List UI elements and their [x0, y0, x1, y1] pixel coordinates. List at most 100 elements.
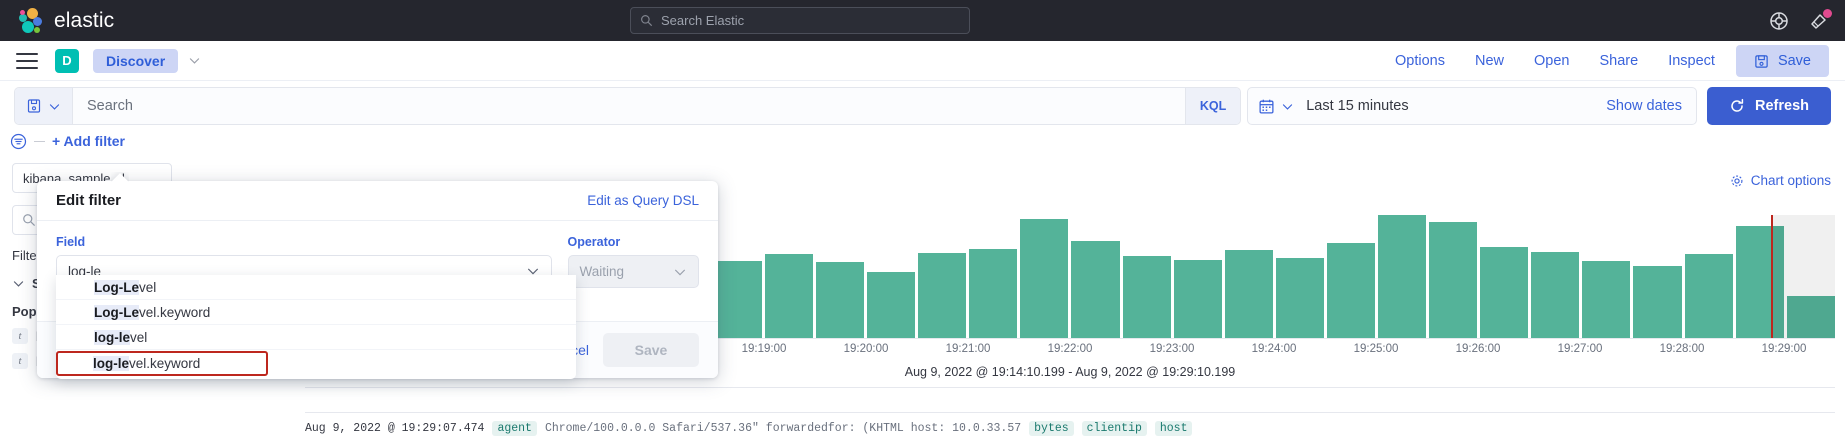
x-axis-tick-label: 19:23:00: [1149, 343, 1195, 355]
chart-time-range-label: Aug 9, 2022 @ 19:14:10.199 - Aug 9, 2022…: [904, 365, 1236, 379]
date-range-text[interactable]: Last 15 minutes: [1306, 98, 1409, 114]
nav-save-button[interactable]: Save: [1735, 45, 1829, 77]
date-quick-select-button[interactable]: [1258, 98, 1306, 115]
elastic-logo[interactable]: elastic: [18, 7, 114, 34]
refresh-icon: [1731, 98, 1744, 112]
operator-select[interactable]: Waiting: [567, 255, 699, 288]
chevron-down-icon[interactable]: [673, 265, 687, 279]
bar[interactable]: [1633, 266, 1682, 338]
global-search-placeholder: Search Elastic: [661, 13, 745, 28]
breadcrumb-discover[interactable]: Discover: [93, 48, 179, 73]
field-option[interactable]: log-le vel: [56, 325, 576, 350]
bar[interactable]: [1326, 243, 1375, 338]
bar[interactable]: [1173, 259, 1222, 338]
global-search-input[interactable]: Search Elastic: [630, 7, 970, 34]
bar[interactable]: [764, 254, 813, 338]
bar[interactable]: [1684, 254, 1733, 338]
refresh-label: Refresh: [1755, 98, 1809, 114]
table-row[interactable]: Aug 9, 2022 @ 19:29:07.474 agent Chrome/…: [305, 413, 1835, 443]
popover-body: Field log-le Log-Le vel Log-Le vel.keyword l…: [37, 221, 718, 379]
bar[interactable]: [1275, 258, 1324, 338]
field-combobox-value: log-le: [68, 263, 102, 279]
chevron-down-icon[interactable]: [526, 264, 540, 278]
save-filter-button[interactable]: Save: [603, 333, 699, 367]
string-type-icon: t: [12, 328, 28, 344]
menu-icon[interactable]: [16, 52, 38, 69]
doc-field-chip: agent: [492, 420, 537, 436]
now-marker: [1770, 215, 1773, 338]
filter-bar: + Add filter: [0, 128, 1845, 154]
calendar-icon: [1259, 99, 1274, 114]
notification-badge: [1823, 8, 1832, 18]
field-option[interactable]: Log-Le vel.keyword: [56, 300, 576, 325]
bar[interactable]: [1582, 260, 1631, 338]
query-input-wrapper[interactable]: Search KQL: [14, 87, 1242, 125]
page-scrollbar[interactable]: [1837, 41, 1845, 443]
bar[interactable]: [918, 252, 967, 338]
doc-detail-text: Chrome/100.0.0.0 Safari/537.36" forwarde…: [544, 421, 1022, 435]
nav-inspect-button[interactable]: Inspect: [1668, 53, 1715, 69]
elastic-logo-icon: [18, 7, 44, 34]
edit-as-query-dsl-link[interactable]: Edit as Query DSL: [587, 193, 699, 208]
refresh-button[interactable]: Refresh: [1707, 87, 1831, 125]
field-option-match: Log-Le: [94, 304, 139, 320]
nav-open-button[interactable]: Open: [1534, 53, 1570, 69]
help-icon[interactable]: [1769, 11, 1789, 31]
filter-divider: [34, 140, 45, 142]
query-input[interactable]: Search: [87, 98, 133, 114]
field-options-list[interactable]: Log-Le vel Log-Le vel.keyword log-le vel log-l…: [56, 275, 576, 379]
field-option-rest: vel: [139, 279, 157, 295]
nav-new-button[interactable]: New: [1474, 53, 1504, 69]
global-header: elastic Search Elastic: [0, 0, 1845, 41]
announcement-icon[interactable]: [1809, 8, 1832, 31]
popover-header: Edit filter Edit as Query DSL: [37, 181, 718, 221]
bar[interactable]: [1224, 250, 1273, 338]
field-option[interactable]: Log-Le vel: [56, 275, 576, 300]
bar[interactable]: [1377, 215, 1427, 338]
doc-field-chip: bytes: [1029, 420, 1074, 436]
field-option-match: Log-Le: [94, 279, 139, 295]
bar[interactable]: [1020, 219, 1069, 338]
saved-query-button[interactable]: [15, 88, 73, 124]
save-icon: [1755, 54, 1768, 68]
space-avatar[interactable]: D: [55, 48, 79, 73]
operator-label: Operator: [567, 235, 621, 249]
bar[interactable]: [713, 260, 762, 338]
bar[interactable]: [1071, 240, 1120, 338]
bar[interactable]: [1786, 296, 1835, 338]
field-option-match: log-le: [94, 329, 130, 345]
chevron-down-icon[interactable]: [188, 54, 201, 67]
show-dates-button[interactable]: Show dates: [1606, 98, 1682, 114]
chart-options-label: Chart options: [1750, 173, 1831, 188]
x-axis-tick-label: 19:25:00: [1353, 343, 1399, 355]
chart-options-button[interactable]: Chart options: [1730, 173, 1831, 188]
bar[interactable]: [815, 262, 865, 338]
x-axis-line: [305, 338, 1835, 339]
doc-timestamp: Aug 9, 2022 @ 19:29:07.474: [305, 421, 485, 435]
bar[interactable]: [1531, 251, 1580, 338]
bar[interactable]: [1122, 255, 1171, 338]
now-shade: [1770, 215, 1835, 338]
field-option-rest: vel: [130, 329, 148, 345]
field-option[interactable]: log-le vel.keyword: [56, 351, 268, 376]
x-axis-tick-label: 19:28:00: [1659, 343, 1705, 355]
query-language-button[interactable]: KQL: [1184, 88, 1241, 124]
add-filter-button[interactable]: + Add filter: [52, 133, 125, 149]
documents-table-header: [305, 387, 1835, 413]
chevron-down-icon: [13, 281, 24, 287]
bar[interactable]: [1735, 225, 1784, 338]
header-actions: [1769, 0, 1832, 41]
x-axis-tick-label: 19:26:00: [1455, 343, 1501, 355]
bar[interactable]: [1429, 221, 1478, 338]
bar[interactable]: [969, 248, 1018, 338]
field-option-rest: vel.keyword: [139, 304, 211, 320]
nav-options-button[interactable]: Options: [1395, 53, 1445, 69]
filter-settings-icon[interactable]: [10, 133, 27, 150]
nav-save-label: Save: [1777, 53, 1811, 69]
popover-arrow: [111, 172, 129, 182]
search-icon: [23, 214, 36, 227]
bar[interactable]: [867, 271, 916, 338]
nav-share-button[interactable]: Share: [1599, 53, 1639, 69]
field-label: Field: [56, 235, 86, 249]
bar[interactable]: [1480, 247, 1529, 338]
